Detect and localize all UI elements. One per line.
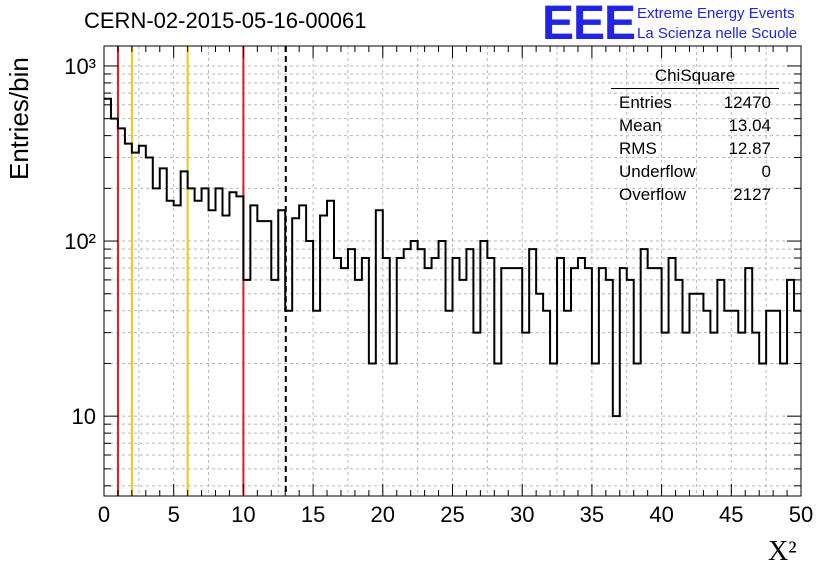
stats-title: ChiSquare [611,66,779,89]
x-tick-label: 50 [789,502,813,527]
stats-box: ChiSquare Entries 12470 Mean 13.04 RMS 12.87 U… [611,66,779,206]
eee-logo-text: EEE [542,0,636,50]
stats-value: 13.04 [728,116,771,135]
stats-label: Mean [619,116,662,135]
x-tick-label: 10 [231,502,255,527]
x-tick-label: 25 [440,502,464,527]
stats-row: Entries 12470 [611,91,779,114]
stats-label: RMS [619,139,657,158]
x-tick-label: 20 [371,502,395,527]
logo-subtitle-2: La Scienza nelle Scuole [637,25,798,42]
x-tick-label: 45 [719,502,743,527]
y-tick-label: 10³ [64,54,96,79]
y-tick-label: 10² [64,229,96,254]
page-title: CERN-02-2015-05-16-00061 [84,8,367,33]
stats-rows: Entries 12470 Mean 13.04 RMS 12.87 Underflow 0 O… [611,91,779,206]
logo-subtitle-1: Extreme Energy Events [637,5,795,22]
stats-value: 12.87 [728,139,771,158]
stats-value: 0 [761,162,771,181]
x-axis-label: X² [768,536,797,567]
stats-label: Underflow [619,162,696,181]
stats-label: Entries [619,93,672,112]
stats-row: Overflow 2127 [611,183,779,206]
stats-label: Overflow [619,185,687,204]
x-tick-label: 15 [301,502,325,527]
x-tick-label: 35 [580,502,604,527]
stats-value: 2127 [733,185,771,204]
y-tick-label: 10 [72,404,96,429]
x-tick-label: 30 [510,502,534,527]
x-tick-label: 5 [168,502,180,527]
x-tick-label: 0 [98,502,110,527]
stats-value: 12470 [723,93,771,112]
histogram-series [104,97,801,418]
stats-row: Underflow 0 [611,160,779,183]
stats-row: Mean 13.04 [611,114,779,137]
stats-row: RMS 12.87 [611,137,779,160]
x-tick-label: 40 [649,502,673,527]
